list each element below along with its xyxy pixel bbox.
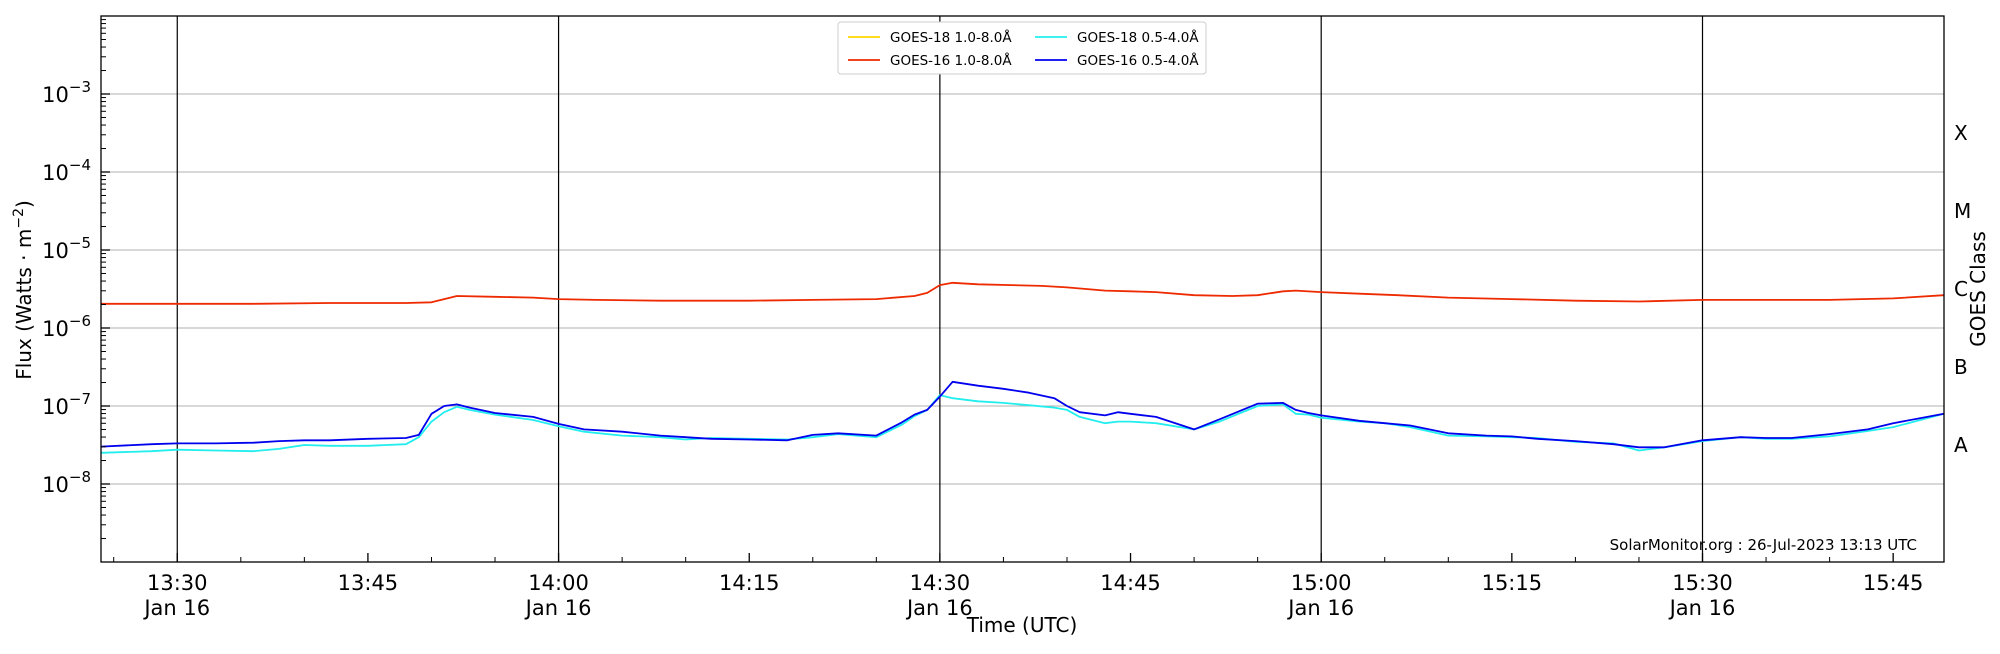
grid-lines xyxy=(101,93,1944,485)
y-tick-label: 10−7 xyxy=(42,390,91,419)
x-tick-label: 15:45 xyxy=(1863,571,1924,595)
legend-entry-label: GOES-18 0.5-4.0Å xyxy=(1077,29,1199,46)
goes-class-label-a: A xyxy=(1954,433,1968,457)
plot-area xyxy=(101,16,1944,562)
goes-class-labels: A B C M X xyxy=(1954,121,1971,457)
series-line-2 xyxy=(100,380,1945,449)
y-tick-label: 10−6 xyxy=(42,312,91,341)
x-tick-label: 14:30 xyxy=(910,571,971,595)
x-tick-label: 15:15 xyxy=(1482,571,1543,595)
x-tick-label: 15:00 xyxy=(1291,571,1352,595)
x-axis-label: Time (UTC) xyxy=(966,613,1078,637)
x-tick-label: 13:30 xyxy=(147,571,208,595)
y-tick-label: 10−5 xyxy=(42,234,91,263)
x-tick-label: 13:45 xyxy=(338,571,399,595)
legend-entry-label: GOES-16 1.0-8.0Å xyxy=(890,52,1012,69)
series-lines xyxy=(100,281,1945,454)
x-tick-sublabel: Jan 16 xyxy=(1668,596,1736,620)
legend-entry-label: GOES-16 0.5-4.0Å xyxy=(1077,52,1199,69)
x-tick-label: 14:15 xyxy=(719,571,780,595)
x-tick-sublabel: Jan 16 xyxy=(142,596,210,620)
day-marker-lines xyxy=(176,16,1704,562)
y-axis-ticks: 10−8 10−7 10−6 10−5 10−4 10−3 xyxy=(42,19,110,540)
credit-annotation: SolarMonitor.org : 26-Jul-2023 13:13 UTC xyxy=(1610,536,1917,554)
plot-frame xyxy=(100,15,1945,563)
legend-entry-label: GOES-18 1.0-8.0Å xyxy=(890,29,1012,46)
x-tick-label: 15:30 xyxy=(1672,571,1733,595)
goes-class-label-b: B xyxy=(1954,355,1968,379)
x-tick-sublabel: Jan 16 xyxy=(1286,596,1354,620)
right-axis-label: GOES Class xyxy=(1966,231,1990,347)
x-tick-sublabel: Jan 16 xyxy=(905,596,973,620)
legend: GOES-18 1.0-8.0Å GOES-16 1.0-8.0Å GOES-18 … xyxy=(837,21,1207,75)
y-tick-label: 10−8 xyxy=(42,468,91,497)
x-tick-sublabel: Jan 16 xyxy=(524,596,592,620)
x-tick-label: 14:45 xyxy=(1100,571,1161,595)
y-tick-label: 10−4 xyxy=(42,156,91,185)
y-axis-label: Flux (Watts · m−2) xyxy=(11,200,36,380)
legend-box xyxy=(837,21,1207,75)
series-line-0 xyxy=(101,281,1945,305)
x-tick-label: 14:00 xyxy=(528,571,589,595)
goes-class-label-x: X xyxy=(1954,121,1968,145)
goes-class-label-m: M xyxy=(1954,199,1971,223)
goes-class-label-c: C xyxy=(1954,277,1968,301)
y-tick-label: 10−3 xyxy=(42,78,91,107)
